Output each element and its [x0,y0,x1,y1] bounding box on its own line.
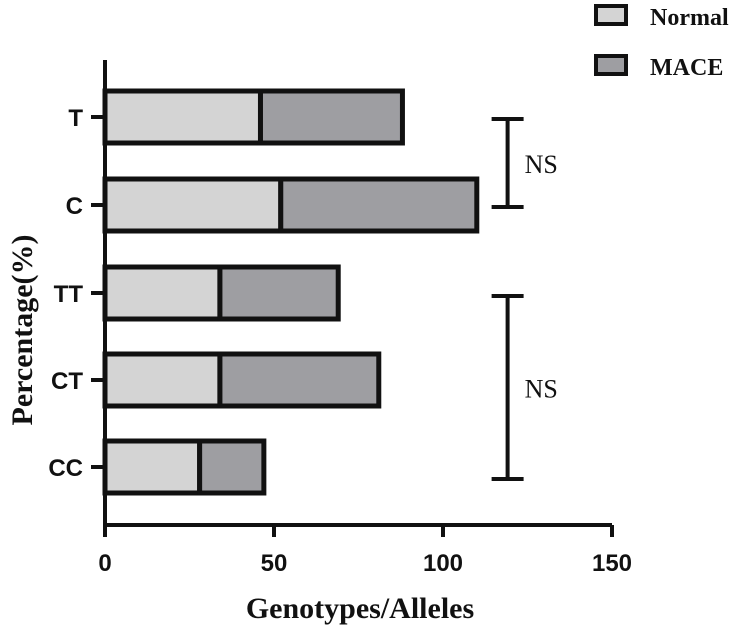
legend-label-mace: MACE [650,55,723,81]
bar-tt-mace [217,264,341,322]
y-tick-label-c: C [66,193,83,220]
bar-ct-mace [217,351,382,409]
y-tick-label-tt: TT [54,281,84,308]
bar-cc-normal [102,438,203,496]
legend-swatch-normal [594,4,628,26]
bar-c-normal [102,176,284,234]
y-tick-label-t: T [68,105,83,132]
significance-label-2: NS [525,375,558,404]
annotations-group: NS NS [491,117,558,481]
significance-bracket-1: NS [491,117,558,209]
bar-c-mace [278,176,480,234]
x-tick-label-150: 150 [592,550,632,577]
bar-ct-normal [102,351,223,409]
ticks-group: 0 50 100 150 T C TT CT CC [48,105,632,577]
legend-label-normal: Normal [650,5,729,31]
bar-tt-normal [102,264,223,322]
x-axis-title: Genotypes/Alleles [246,592,474,625]
y-tick-label-cc: CC [48,455,83,482]
x-tick-label-50: 50 [261,550,288,577]
x-tick-label-100: 100 [423,550,463,577]
bar-t-normal [102,88,263,146]
x-tick-label-0: 0 [98,550,111,577]
legend: Normal MACE [594,4,729,81]
y-tick-label-ct: CT [51,368,83,395]
y-axis-title: Percentage(%) [6,234,39,425]
significance-bracket-2: NS [491,294,558,481]
legend-swatch-mace [594,54,628,76]
significance-label-1: NS [525,150,558,179]
bar-t-mace [257,88,405,146]
bars-group [102,88,480,496]
bar-cc-mace [197,438,267,496]
